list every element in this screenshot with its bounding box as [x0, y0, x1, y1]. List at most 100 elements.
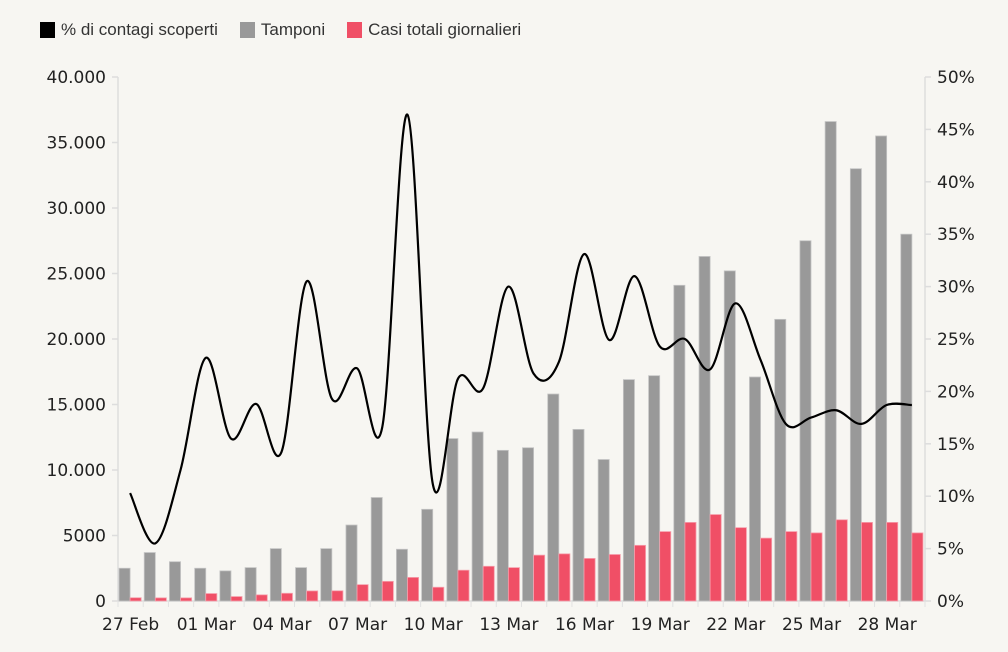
bar-casi[interactable] [734, 527, 747, 602]
legend-swatch-casi [347, 22, 363, 38]
y-left-tick-label: 10.000 [47, 461, 106, 481]
bar-tamponi[interactable] [320, 548, 333, 602]
y-right-tick-label: 5% [937, 540, 964, 560]
bar-casi[interactable] [205, 593, 218, 602]
x-tick-label: 01 Mar [177, 615, 236, 635]
bar-casi[interactable] [533, 554, 546, 602]
bar-casi[interactable] [432, 586, 445, 602]
x-tick-label: 22 Mar [706, 615, 765, 635]
bar-casi[interactable] [608, 554, 621, 602]
legend-item-tamponi[interactable]: Tamponi [239, 20, 325, 40]
bar-tamponi[interactable] [496, 449, 509, 602]
bar-casi[interactable] [634, 544, 646, 602]
bar-tamponi[interactable] [774, 318, 787, 602]
y-left-tick-label: 35.000 [47, 134, 106, 154]
bar-tamponi[interactable] [648, 375, 661, 602]
bar-casi[interactable] [861, 522, 873, 602]
bar-tamponi[interactable] [219, 570, 232, 602]
bar-casi[interactable] [407, 577, 419, 602]
bar-tamponi[interactable] [749, 376, 761, 602]
bar-tamponi[interactable] [824, 121, 837, 602]
y-right-tick-label: 45% [937, 120, 975, 140]
y-right-tick-label: 20% [937, 382, 975, 402]
bar-tamponi[interactable] [269, 548, 282, 602]
bar-casi[interactable] [558, 553, 571, 602]
bar-tamponi[interactable] [421, 508, 434, 602]
bar-casi[interactable] [583, 558, 596, 602]
bar-tamponi[interactable] [471, 431, 484, 602]
y-left-tick-label: 20.000 [47, 330, 106, 350]
x-tick-label: 07 Mar [328, 615, 387, 635]
legend-swatch-percent [40, 22, 55, 38]
bar-casi[interactable] [709, 514, 722, 602]
bar-casi[interactable] [381, 580, 394, 602]
y-left-tick-label: 0 [95, 592, 106, 612]
bar-tamponi[interactable] [522, 447, 534, 602]
y-right-tick-label: 30% [937, 278, 975, 298]
bar-casi[interactable] [356, 584, 369, 602]
bar-casi[interactable] [684, 522, 697, 602]
bar-tamponi[interactable] [143, 552, 156, 602]
y-right-tick-label: 0% [937, 592, 964, 612]
bar-casi[interactable] [886, 522, 899, 602]
bar-casi[interactable] [911, 532, 924, 602]
bar-casi[interactable] [306, 590, 319, 602]
legend-item-casi[interactable]: Casi totali giornalieri [347, 20, 521, 40]
bar-casi[interactable] [810, 532, 823, 602]
bar-casi[interactable] [835, 519, 848, 602]
percent-line-path[interactable] [129, 113, 912, 545]
legend-item-percent[interactable]: % di contagi scoperti [40, 20, 218, 40]
bar-tamponi[interactable] [597, 459, 610, 602]
x-tick-label: 13 Mar [479, 615, 538, 635]
bar-tamponi[interactable] [849, 168, 862, 602]
axes: 0 5000 10.000 15.000 20.000 25.000 30.000 35.00… [47, 68, 975, 635]
bar-tamponi[interactable] [572, 428, 585, 602]
bar-tamponi[interactable] [345, 524, 358, 602]
x-tick-label: 25 Mar [782, 615, 841, 635]
bar-tamponi[interactable] [875, 135, 888, 602]
bar-casi[interactable] [129, 597, 142, 602]
bar-tamponi[interactable] [169, 561, 181, 602]
x-tick-label: 10 Mar [404, 615, 463, 635]
bar-casi[interactable] [281, 592, 293, 602]
y-right-tick-label: 50% [937, 68, 975, 88]
bar-tamponi[interactable] [673, 284, 686, 602]
bar-casi[interactable] [255, 594, 268, 602]
bar-tamponi[interactable] [622, 379, 635, 602]
y-right-tick-label: 35% [937, 225, 975, 245]
bar-casi[interactable] [457, 569, 470, 602]
bar-casi[interactable] [230, 596, 243, 602]
x-tick-label: 28 Mar [858, 615, 917, 635]
y-right-tick-label: 10% [937, 487, 975, 507]
bar-tamponi[interactable] [295, 567, 308, 602]
percent-line [129, 113, 912, 545]
bar-casi[interactable] [180, 597, 193, 602]
bar-tamponi[interactable] [446, 438, 459, 602]
bar-tamponi[interactable] [118, 567, 131, 602]
bar-tamponi[interactable] [370, 497, 383, 602]
y-right-tick-label: 15% [937, 435, 975, 455]
legend-label-percent: % di contagi scoperti [61, 20, 218, 39]
bar-tamponi[interactable] [396, 548, 408, 602]
bar-tamponi[interactable] [547, 393, 560, 602]
bar-tamponi[interactable] [900, 233, 913, 602]
y-left-tick-label: 15.000 [47, 396, 106, 416]
bar-tamponi[interactable] [698, 256, 711, 602]
y-left-tick-label: 30.000 [47, 199, 106, 219]
bar-casi[interactable] [507, 567, 520, 602]
y-right-tick-label: 25% [937, 330, 975, 350]
x-tick-label: 04 Mar [252, 615, 311, 635]
bar-tamponi[interactable] [244, 567, 257, 602]
y-left-tick-label: 25.000 [47, 265, 106, 285]
bar-tamponi[interactable] [194, 567, 207, 602]
bars [118, 121, 924, 602]
bar-casi[interactable] [785, 531, 798, 602]
legend-label-casi: Casi totali giornalieri [368, 20, 522, 39]
bar-casi[interactable] [331, 590, 344, 602]
bar-casi[interactable] [760, 537, 773, 602]
bar-tamponi[interactable] [723, 270, 736, 602]
bar-casi[interactable] [659, 531, 672, 602]
bar-casi[interactable] [154, 597, 167, 602]
bar-casi[interactable] [482, 565, 495, 602]
